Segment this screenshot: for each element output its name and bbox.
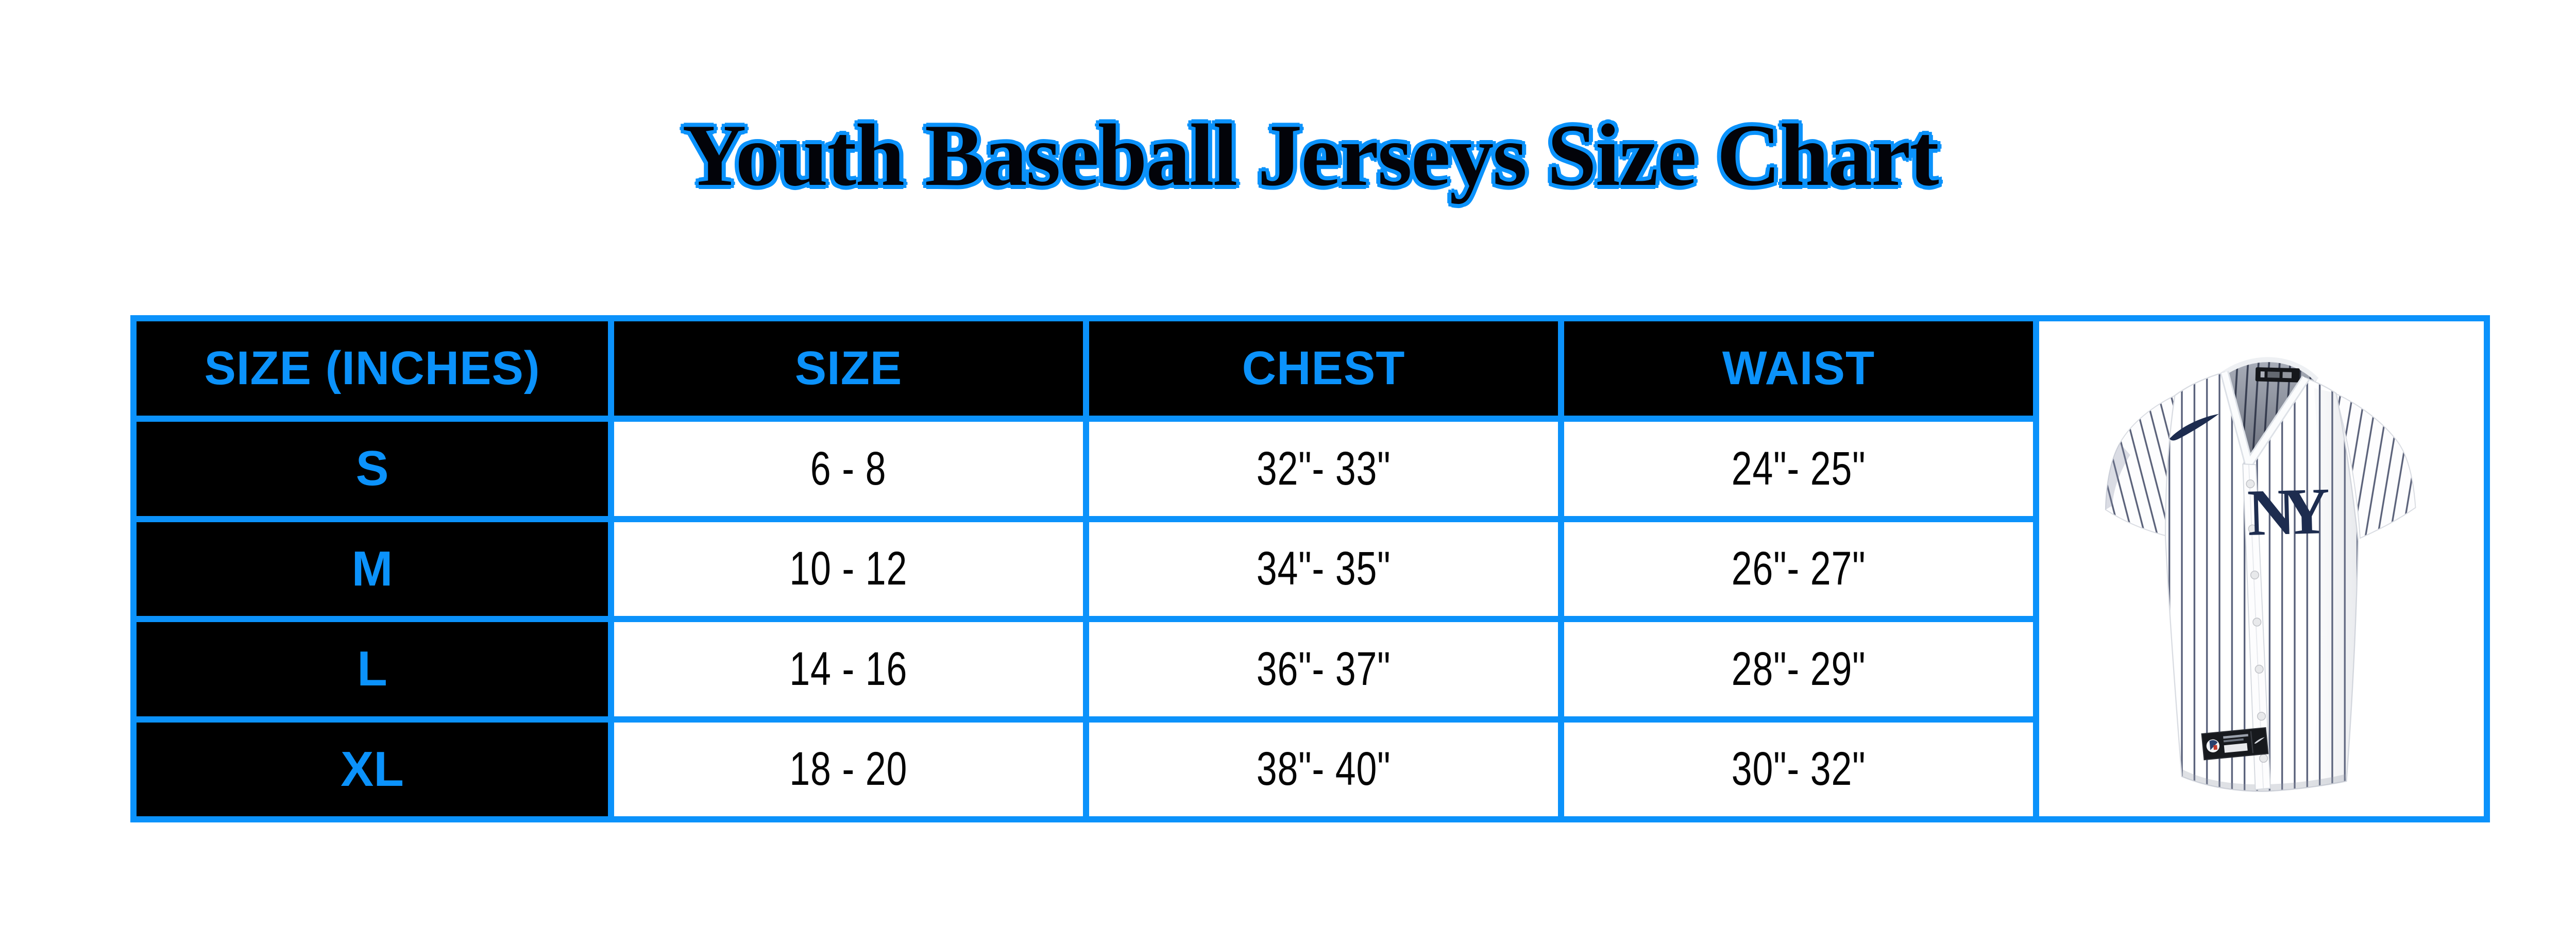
column-header-size-inches: SIZE (INCHES)	[137, 321, 608, 416]
chest-cell: 36"- 37"	[1089, 622, 1558, 716]
size-cell: 10 - 12	[614, 522, 1083, 616]
column-header-label: WAIST	[1722, 342, 1875, 394]
waist-cell: 24"- 25"	[1564, 422, 2033, 516]
chest-value: 32"- 33"	[1256, 442, 1391, 495]
size-label: L	[357, 641, 387, 697]
nike-swoosh-icon	[2169, 414, 2219, 441]
row-label-cell: L	[137, 622, 608, 716]
chest-value: 36"- 37"	[1256, 642, 1391, 695]
column-header-label: CHEST	[1242, 342, 1405, 394]
chest-cell: 38"- 40"	[1089, 722, 1558, 816]
ny-logo: NY	[2246, 474, 2330, 549]
waist-value: 30"- 32"	[1731, 743, 1866, 796]
jersey-right-sleeve	[2334, 392, 2416, 539]
waist-cell: 26"- 27"	[1564, 522, 2033, 616]
size-label: M	[351, 541, 393, 596]
size-label: S	[355, 441, 389, 496]
size-label: XL	[341, 741, 404, 797]
column-header-chest: CHEST	[1089, 321, 1558, 416]
column-header-label: SIZE	[794, 342, 903, 394]
size-value: 18 - 20	[789, 743, 908, 796]
column-header-size: SIZE	[614, 321, 1083, 416]
jersey-buttons	[2245, 479, 2268, 763]
chest-value: 34"- 35"	[1256, 542, 1391, 595]
row-label-cell: S	[137, 422, 608, 516]
row-label-cell: XL	[137, 722, 608, 816]
size-cell: 18 - 20	[614, 722, 1083, 816]
waist-value: 24"- 25"	[1731, 442, 1866, 495]
page-title: Youth Baseball Jerseys Size Chart	[682, 107, 1939, 204]
jersey-panel: NY	[2039, 321, 2484, 816]
jersey-image: NY	[2105, 357, 2416, 792]
jersey-jock-tag	[2200, 727, 2268, 761]
column-header-waist: WAIST	[1564, 321, 2033, 416]
chest-cell: 32"- 33"	[1089, 422, 1558, 516]
jersey-neck-label	[2255, 367, 2300, 383]
size-value: 10 - 12	[789, 542, 908, 595]
waist-value: 26"- 27"	[1731, 542, 1866, 595]
column-header-label: SIZE (INCHES)	[204, 342, 540, 394]
size-cell: 6 - 8	[614, 422, 1083, 516]
waist-cell: 30"- 32"	[1564, 722, 2033, 816]
chest-cell: 34"- 35"	[1089, 522, 1558, 616]
size-value: 6 - 8	[810, 442, 887, 495]
size-cell: 14 - 16	[614, 622, 1083, 716]
waist-cell: 28"- 29"	[1564, 622, 2033, 716]
size-chart-table: SIZE (INCHES) SIZE CHEST WAIST	[130, 315, 2490, 822]
row-label-cell: M	[137, 522, 608, 616]
waist-value: 28"- 29"	[1731, 642, 1866, 695]
size-value: 14 - 16	[789, 642, 908, 695]
chest-value: 38"- 40"	[1256, 743, 1391, 796]
